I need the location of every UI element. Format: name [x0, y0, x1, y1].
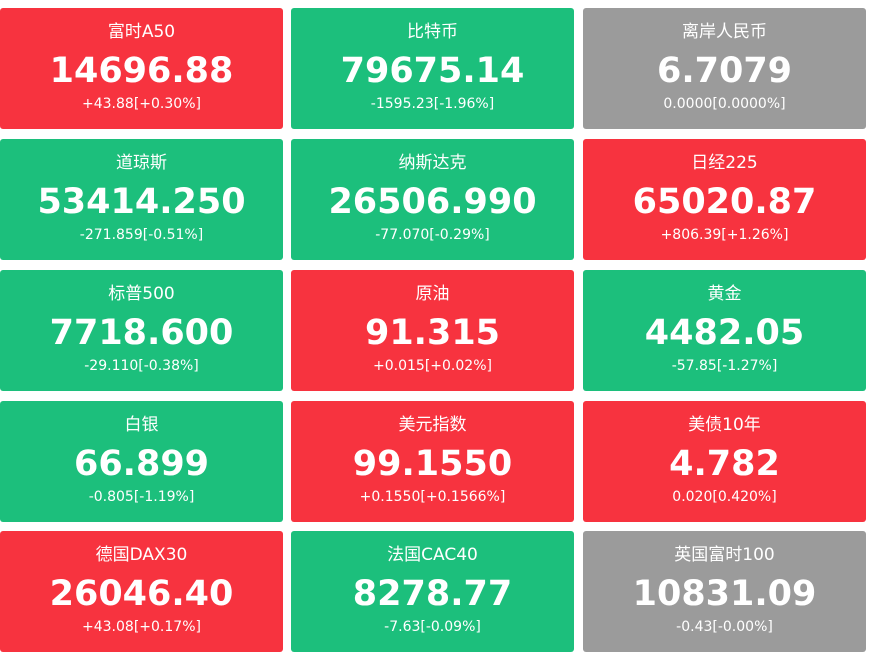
quote-tile[interactable]: 法国CAC40 8278.77 -7.63[-0.09%] [291, 531, 574, 652]
quote-tile[interactable]: 离岸人民币 6.7079 0.0000[0.0000%] [583, 8, 866, 129]
quote-name: 法国CAC40 [387, 545, 478, 565]
quote-price: 26046.40 [49, 574, 234, 614]
quote-change: -7.63[-0.09%] [384, 619, 481, 635]
quote-price: 66.899 [73, 444, 210, 484]
quote-change: 0.020[0.420%] [672, 489, 777, 505]
quote-name: 比特币 [407, 22, 458, 42]
quote-tile[interactable]: 标普500 7718.600 -29.110[-0.38%] [0, 270, 283, 391]
quote-tile[interactable]: 德国DAX30 26046.40 +43.08[+0.17%] [0, 531, 283, 652]
quote-name: 离岸人民币 [682, 22, 767, 42]
quote-tile[interactable]: 纳斯达克 26506.990 -77.070[-0.29%] [291, 139, 574, 260]
quote-change: +43.08[+0.17%] [82, 619, 201, 635]
quote-change: +0.015[+0.02%] [373, 358, 492, 374]
quote-change: 0.0000[0.0000%] [663, 96, 786, 112]
quote-price: 10831.09 [632, 574, 817, 614]
quote-change: +806.39[+1.26%] [660, 227, 789, 243]
quote-tile[interactable]: 比特币 79675.14 -1595.23[-1.96%] [291, 8, 574, 129]
quote-price: 79675.14 [340, 51, 525, 91]
quote-change: -77.070[-0.29%] [375, 227, 490, 243]
quote-name: 富时A50 [107, 22, 176, 42]
quote-price: 4482.05 [644, 313, 805, 353]
quote-price: 6.7079 [656, 51, 793, 91]
quote-change: -271.859[-0.51%] [79, 227, 204, 243]
quote-name: 标普500 [108, 284, 175, 304]
quote-price: 14696.88 [49, 51, 234, 91]
quote-price: 91.315 [364, 313, 501, 353]
quote-name: 美元指数 [398, 415, 467, 435]
quote-name: 英国富时100 [674, 545, 775, 565]
quote-change: -1595.23[-1.96%] [370, 96, 495, 112]
quote-price: 65020.87 [632, 182, 817, 222]
quote-name: 美债10年 [688, 415, 761, 435]
quote-change: -29.110[-0.38%] [84, 358, 199, 374]
quote-price: 4.782 [669, 444, 780, 484]
quote-tile[interactable]: 道琼斯 53414.250 -271.859[-0.51%] [0, 139, 283, 260]
quote-change: -57.85[-1.27%] [671, 358, 778, 374]
quote-price: 99.1550 [352, 444, 513, 484]
quote-change: -0.805[-1.19%] [88, 489, 195, 505]
quote-name: 白银 [124, 415, 159, 435]
quote-tile[interactable]: 原油 91.315 +0.015[+0.02%] [291, 270, 574, 391]
quote-change: -0.43[-0.00%] [676, 619, 773, 635]
quote-change: +43.88[+0.30%] [82, 96, 201, 112]
quote-name: 原油 [415, 284, 450, 304]
quote-tile[interactable]: 美元指数 99.1550 +0.1550[+0.1566%] [291, 401, 574, 522]
quote-name: 德国DAX30 [95, 545, 188, 565]
quote-price: 26506.990 [328, 182, 537, 222]
quote-tile[interactable]: 英国富时100 10831.09 -0.43[-0.00%] [583, 531, 866, 652]
quote-tile[interactable]: 美债10年 4.782 0.020[0.420%] [583, 401, 866, 522]
quote-name: 道琼斯 [116, 153, 167, 173]
quote-price: 8278.77 [352, 574, 513, 614]
quote-name: 纳斯达克 [398, 153, 467, 173]
quote-tile[interactable]: 黄金 4482.05 -57.85[-1.27%] [583, 270, 866, 391]
quote-change: +0.1550[+0.1566%] [359, 489, 506, 505]
quote-tile[interactable]: 白银 66.899 -0.805[-1.19%] [0, 401, 283, 522]
quote-price: 53414.250 [37, 182, 246, 222]
quote-name: 黄金 [707, 284, 742, 304]
quote-name: 日经225 [691, 153, 758, 173]
quote-tile[interactable]: 日经225 65020.87 +806.39[+1.26%] [583, 139, 866, 260]
quote-tile[interactable]: 富时A50 14696.88 +43.88[+0.30%] [0, 8, 283, 129]
quote-price: 7718.600 [49, 313, 234, 353]
